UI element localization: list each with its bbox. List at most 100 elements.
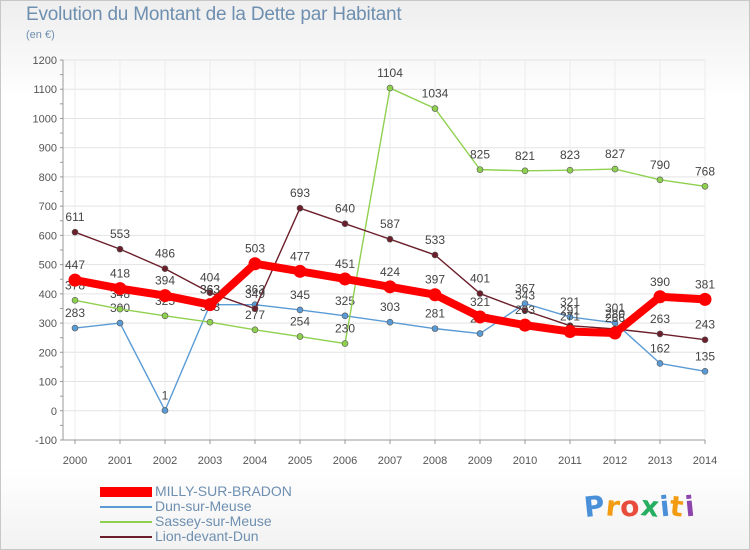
data-point [521, 167, 529, 175]
data-label: 363 [200, 283, 220, 297]
series-sassey-sur-meuse: 3783483253032772542301104103482582182382… [65, 66, 715, 347]
data-label: 611 [65, 210, 84, 224]
x-tick-label: 2013 [648, 455, 672, 467]
data-point [296, 306, 304, 314]
data-point [296, 204, 304, 212]
data-label: 503 [245, 242, 265, 256]
legend-item: Lion-devant-Dun [100, 529, 292, 544]
data-label: 162 [650, 341, 670, 355]
legend-item: Dun-sur-Meuse [100, 499, 292, 514]
data-point [161, 265, 169, 273]
x-tick-label: 2012 [603, 455, 627, 467]
data-label: 533 [425, 233, 445, 247]
data-label: 404 [200, 271, 220, 285]
data-point [158, 289, 172, 303]
legend: MILLY-SUR-BRADON Dun-sur-Meuse Sassey-sur-… [100, 484, 292, 544]
data-label: 1034 [422, 87, 449, 101]
data-point [293, 264, 307, 278]
data-point [248, 257, 262, 271]
data-point [161, 407, 169, 414]
data-label: 397 [425, 273, 445, 287]
x-tick-label: 2010 [513, 455, 537, 467]
y-tick-label: 200 [39, 347, 57, 359]
data-point [428, 288, 442, 302]
data-label: 243 [695, 318, 715, 332]
legend-item: MILLY-SUR-BRADON [100, 484, 292, 499]
data-point [563, 325, 577, 339]
data-label: 325 [335, 294, 355, 308]
logo-letter: P [582, 488, 608, 525]
data-label: 280 [605, 307, 625, 321]
y-tick-label: 500 [39, 260, 57, 272]
legend-swatch [100, 535, 152, 538]
y-tick-label: 400 [39, 289, 57, 301]
logo-letter: i [682, 489, 697, 524]
data-point [698, 292, 712, 306]
y-tick-label: 600 [39, 230, 57, 242]
data-point [608, 326, 622, 340]
data-label: 301 [605, 301, 625, 315]
data-point [386, 84, 394, 92]
data-label: 486 [155, 247, 175, 261]
y-tick-label: -100 [35, 435, 57, 447]
data-point [206, 289, 214, 296]
data-label: 321 [560, 295, 580, 309]
x-tick-label: 2008 [423, 455, 447, 467]
data-label: 825 [470, 148, 490, 162]
data-point [476, 166, 484, 173]
data-label: 135 [695, 349, 715, 363]
x-tick-label: 2014 [693, 455, 717, 467]
data-label: 418 [110, 267, 130, 281]
data-point [251, 326, 259, 334]
data-label: 693 [290, 186, 310, 200]
x-tick-label: 2007 [378, 455, 402, 467]
data-label: 254 [290, 315, 310, 329]
data-point [71, 228, 79, 236]
data-point [116, 245, 124, 253]
grid [63, 59, 706, 441]
data-point [653, 290, 667, 304]
data-point [341, 220, 349, 227]
data-label: 394 [155, 274, 175, 288]
legend-swatch [100, 505, 152, 508]
legend-label: Lion-devant-Dun [155, 528, 259, 544]
data-point [566, 166, 574, 174]
data-label: 266 [605, 311, 625, 325]
legend-swatch [100, 520, 152, 523]
data-point [656, 330, 664, 338]
data-label: 293 [515, 303, 535, 317]
chart-title: Evolution du Montant de la Dette par Hab… [26, 4, 402, 25]
data-label: 790 [650, 158, 670, 172]
x-tick-label: 2004 [243, 455, 267, 467]
data-point [341, 312, 349, 320]
y-tick-label: 900 [39, 143, 57, 155]
data-point [113, 282, 127, 296]
data-label: 283 [65, 306, 85, 320]
data-label: 587 [380, 217, 400, 231]
legend-label: Sassey-sur-Meuse [155, 513, 272, 529]
data-point [701, 182, 709, 190]
data-label: 424 [380, 265, 400, 279]
x-tick-label: 2006 [333, 455, 357, 467]
y-tick-label: 100 [39, 377, 57, 389]
data-label: 1 [162, 388, 169, 402]
data-label: 1104 [377, 66, 403, 80]
proxiti-logo: Proxiti [582, 488, 697, 525]
data-label: 291 [560, 304, 580, 318]
data-label: 827 [605, 147, 625, 161]
data-point [161, 312, 169, 320]
data-point [431, 251, 439, 259]
data-label: 823 [560, 148, 580, 162]
data-point [566, 313, 574, 321]
data-label: 553 [110, 227, 130, 241]
x-tick-label: 2005 [288, 455, 312, 467]
data-point [203, 298, 217, 312]
data-label: 381 [695, 277, 715, 291]
data-point [701, 368, 709, 375]
data-point [341, 340, 349, 347]
data-point [251, 305, 259, 313]
data-point [521, 307, 529, 314]
data-point [521, 300, 529, 307]
data-point [116, 305, 124, 313]
